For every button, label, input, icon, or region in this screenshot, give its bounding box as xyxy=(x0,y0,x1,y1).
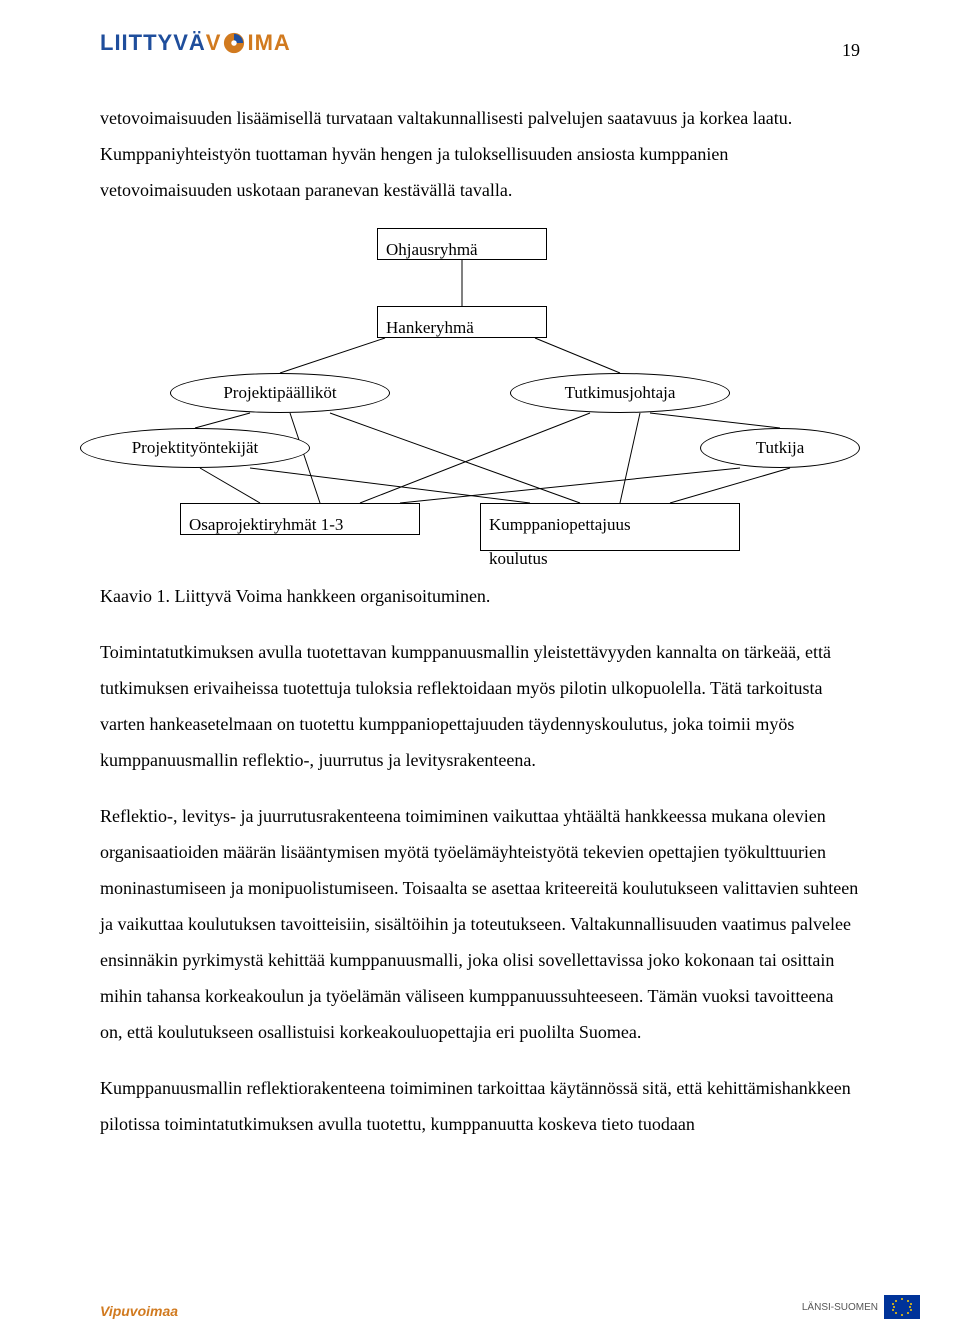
diagram-node-tutkija: Tutkija xyxy=(700,428,860,468)
diagram-node-osaprojektiryhmat: Osaprojektiryhmät 1-3 xyxy=(180,503,420,535)
org-diagram: Ohjausryhmä Hankeryhmä Projektipäälliköt Tu… xyxy=(100,228,860,558)
logo-text-blue: LIITTYVÄ xyxy=(100,30,206,56)
paragraph-4: Kumppanuusmallin reflektiorakenteena toi… xyxy=(100,1070,860,1142)
paragraph-2: Toimintatutkimuksen avulla tuotettavan k… xyxy=(100,634,860,778)
logo-icon xyxy=(223,32,245,54)
content: vetovoimaisuuden lisäämisellä turvataan … xyxy=(100,100,860,1142)
page: LIITTYVÄ V IMA 19 vetovoimaisuuden lisää… xyxy=(0,0,960,1329)
diagram-node-ohjausryhma: Ohjausryhmä xyxy=(377,228,547,260)
paragraph-1: vetovoimaisuuden lisäämisellä turvataan … xyxy=(100,100,860,208)
logo-text-orange-prefix: V xyxy=(206,30,222,56)
diagram-node-hankeryhma: Hankeryhmä xyxy=(377,306,547,338)
paragraph-3: Reflektio-, levitys- ja juurrutusrakente… xyxy=(100,798,860,1050)
eu-flag-icon xyxy=(884,1295,920,1319)
footer-right: LÄNSI-SUOMEN xyxy=(802,1295,920,1319)
header-logo: LIITTYVÄ V IMA xyxy=(100,30,291,56)
diagram-node-tutkimusjohtaja: Tutkimusjohtaja xyxy=(510,373,730,413)
diagram-caption: Kaavio 1. Liittyvä Voima hankkeen organi… xyxy=(100,578,860,614)
footer-left-logo: Vipuvoimaa xyxy=(100,1303,178,1319)
diagram-node-kumppaniopettajuus: Kumppaniopettajuuskoulutus xyxy=(480,503,740,551)
footer-right-text: LÄNSI-SUOMEN xyxy=(802,1302,878,1313)
logo-text-orange-suffix: IMA xyxy=(247,30,290,56)
footer: Vipuvoimaa LÄNSI-SUOMEN xyxy=(100,1295,920,1319)
page-number: 19 xyxy=(842,40,860,61)
diagram-node-projektipaallikot: Projektipäälliköt xyxy=(170,373,390,413)
diagram-node-projektityontekijat: Projektityöntekijät xyxy=(80,428,310,468)
